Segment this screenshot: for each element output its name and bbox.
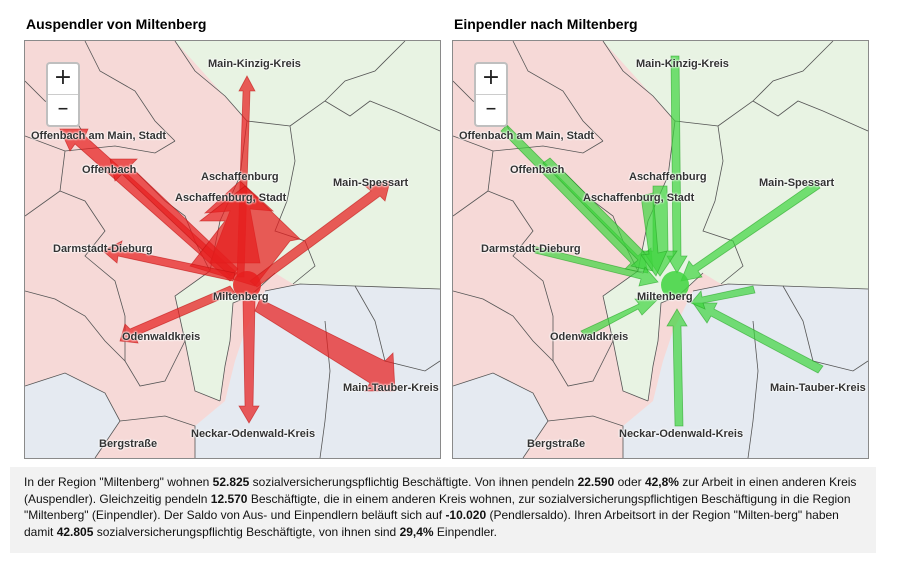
arrow-from-main-tauber xyxy=(692,302,824,374)
arrow-from-odenwaldkreis xyxy=(580,298,659,338)
label-aschaffenburg-stadt: Aschaffenburg, Stadt xyxy=(583,192,695,204)
panel-title-auspendler: Auspendler von Miltenberg xyxy=(26,16,207,32)
arrow-to-odenwaldkreis xyxy=(119,285,236,344)
value-einpendler-pct: 29,4% xyxy=(399,524,434,539)
label-main-kinzig: Main-Kinzig-Kreis xyxy=(208,58,301,70)
value-saldo: -10.020 xyxy=(445,508,487,522)
arrow-to-darmstadt-dieburg xyxy=(102,240,236,282)
label-offenbach: Offenbach xyxy=(82,164,137,176)
flow-arrows-einpendler xyxy=(500,55,824,427)
region-baden-wuerttemberg xyxy=(623,284,868,458)
panel-title-einpendler: Einpendler nach Miltenberg xyxy=(454,16,638,32)
label-main-kinzig: Main-Kinzig-Kreis xyxy=(636,58,729,70)
label-aschaffenburg-stadt: Aschaffenburg, Stadt xyxy=(175,192,287,204)
desc-part: oder xyxy=(614,475,645,489)
arrow-from-darmstadt-dieburg xyxy=(532,245,659,287)
desc-part: In der Region "Miltenberg" wohnen xyxy=(24,475,213,489)
zoom-control: + – xyxy=(474,62,508,127)
label-neckar-odenwald: Neckar-Odenwald-Kreis xyxy=(619,428,744,440)
desc-part: (Pendlersaldo). Ihren Arbeitsort in der … xyxy=(24,508,839,539)
desc-part: Einpendler. xyxy=(433,524,497,539)
region-south-west xyxy=(25,373,120,458)
value-einpendler: 12.570 xyxy=(210,491,248,506)
region-fills xyxy=(25,41,440,458)
zoom-in-button[interactable]: + xyxy=(53,65,73,90)
arrow-to-main-tauber xyxy=(254,298,396,392)
label-darmstadt-dieburg: Darmstadt-Dieburg xyxy=(53,243,153,255)
label-aschaffenburg: Aschaffenburg xyxy=(201,171,279,183)
arrow-from-main-spessart xyxy=(680,180,821,282)
flow-arrows-auspendler xyxy=(59,75,396,424)
map-auspendler[interactable]: + – Main-Kinzig-Kreis Offenbach am Main,… xyxy=(24,40,441,459)
arrow-from-neckar-odenwald xyxy=(666,308,688,427)
value-auspendler: 22.590 xyxy=(577,475,615,489)
value-arbeitsort: 42.805 xyxy=(56,524,94,539)
label-offenbach: Offenbach xyxy=(510,164,565,176)
region-bavaria xyxy=(175,41,440,401)
region-baden-wuerttemberg xyxy=(195,284,440,458)
label-bergstrasse: Bergstraße xyxy=(527,438,586,450)
label-aschaffenburg: Aschaffenburg xyxy=(629,171,707,183)
label-main-spessart: Main-Spessart xyxy=(759,177,835,189)
arrow-from-aschaffenburg-stadt xyxy=(640,192,668,277)
desc-part: sozialversicherungspflichtig Beschäftigt… xyxy=(93,524,400,539)
label-darmstadt-dieburg: Darmstadt-Dieburg xyxy=(481,243,581,255)
desc-part: sozialversicherungspflichtig Beschäftigt… xyxy=(249,475,578,489)
label-odenwaldkreis: Odenwaldkreis xyxy=(122,331,201,343)
label-offenbach-stadt: Offenbach am Main, Stadt xyxy=(31,130,167,142)
arrow-to-main-spessart xyxy=(249,180,391,288)
label-offenbach-stadt: Offenbach am Main, Stadt xyxy=(459,130,595,142)
zoom-control: + – xyxy=(46,62,80,127)
map-canvas[interactable] xyxy=(453,41,868,458)
label-odenwaldkreis: Odenwaldkreis xyxy=(550,331,629,343)
label-main-tauber: Main-Tauber-Kreis xyxy=(343,382,439,394)
label-bergstrasse: Bergstraße xyxy=(99,438,158,450)
destination-miltenberg xyxy=(661,271,689,299)
map-canvas[interactable] xyxy=(25,41,440,458)
zoom-in-button[interactable]: + xyxy=(481,65,501,90)
label-neckar-odenwald: Neckar-Odenwald-Kreis xyxy=(191,428,316,440)
zoom-out-button[interactable]: – xyxy=(476,94,506,125)
value-auspendler-pct: 42,8% xyxy=(644,475,679,489)
label-miltenberg: Miltenberg xyxy=(637,291,693,303)
zoom-out-button[interactable]: – xyxy=(48,94,78,125)
label-main-tauber: Main-Tauber-Kreis xyxy=(770,382,866,394)
region-fills xyxy=(453,41,868,458)
description-text: In der Region "Miltenberg" wohnen 52.825… xyxy=(24,474,862,540)
desc-part: Beschäftigte, die in einem anderen Kreis… xyxy=(24,491,851,523)
map-einpendler[interactable]: + – Main-Kinzig-Kreis Offenbach am Main,… xyxy=(452,40,869,459)
description-box: In der Region "Miltenberg" wohnen 52.825… xyxy=(10,467,876,553)
label-miltenberg: Miltenberg xyxy=(213,291,269,303)
value-wohnen: 52.825 xyxy=(212,475,250,489)
origin-miltenberg xyxy=(233,271,261,299)
label-main-spessart: Main-Spessart xyxy=(333,177,409,189)
arrow-to-neckar-odenwald xyxy=(238,300,260,424)
arrow-from-main-spessart-small xyxy=(690,285,756,310)
region-bavaria xyxy=(603,41,868,401)
region-south-west xyxy=(453,373,548,458)
desc-part: zur Arbeit in einen anderen Kreis (Auspe… xyxy=(24,475,857,506)
